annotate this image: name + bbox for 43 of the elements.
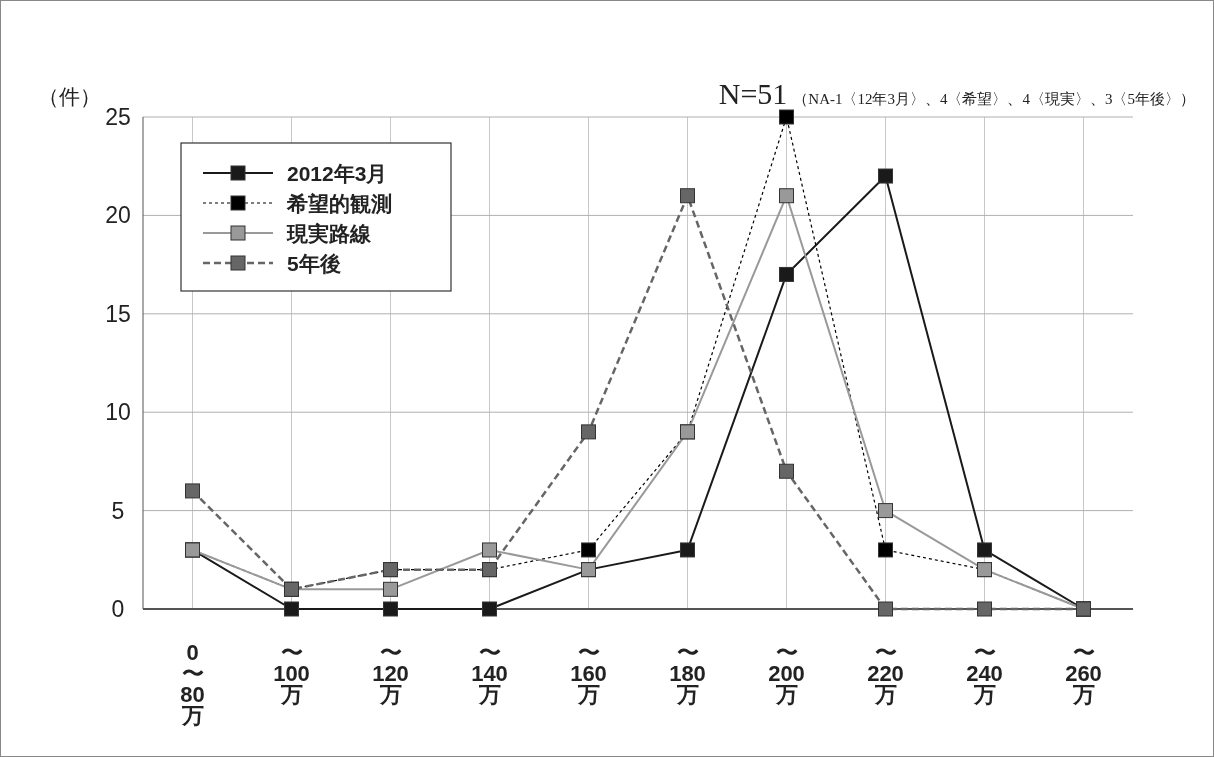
point (284, 601, 299, 617)
y-tick-label: 0 (111, 596, 125, 622)
legend-label: 現実路線 (286, 222, 372, 245)
point (482, 542, 497, 558)
y-tick-label: 15 (105, 300, 131, 327)
point (383, 601, 398, 617)
x-tick-label: 〜240万 (966, 640, 1003, 707)
x-tick-label: 〜180万 (669, 640, 706, 707)
point (977, 601, 992, 617)
point (680, 188, 695, 204)
x-tick-label: 〜140万 (471, 640, 508, 707)
legend-label: 5年後 (287, 252, 341, 275)
point (878, 503, 893, 519)
y-tick-label: 20 (105, 202, 131, 229)
y-tick-label: 25 (105, 104, 131, 130)
chart-subtitle: （NA-1〈12年3月〉、4〈希望〉、4〈現実〉、3〈5年後〉） (793, 91, 1195, 107)
point (680, 542, 695, 558)
point (878, 168, 893, 184)
point (779, 463, 794, 479)
y-axis-title: （件） (38, 85, 101, 108)
x-tick-label: 〜220万 (867, 640, 904, 707)
point (779, 188, 794, 204)
point (878, 601, 893, 617)
chart-title: N=51 (718, 77, 788, 110)
point (878, 542, 893, 558)
point (581, 424, 596, 440)
legend-label: 2012年3月 (287, 162, 388, 185)
y-tick-label: 5 (111, 497, 125, 524)
point (779, 266, 794, 282)
x-tick-label: 〜200万 (768, 640, 805, 707)
y-tick-label: 10 (105, 399, 131, 426)
x-tick-label: 〜160万 (570, 640, 607, 707)
point (779, 109, 794, 125)
x-tick-label: 〜120万 (372, 640, 409, 707)
point (482, 601, 497, 617)
x-tick-label: 〜100万 (273, 640, 310, 707)
legend-label: 希望的観測 (286, 192, 392, 215)
point (185, 483, 200, 499)
x-tick-label: 〜260万 (1065, 640, 1102, 707)
x-tick-label: 0〜80万 (180, 640, 205, 728)
point (977, 542, 992, 558)
point (581, 542, 596, 558)
point (383, 581, 398, 597)
